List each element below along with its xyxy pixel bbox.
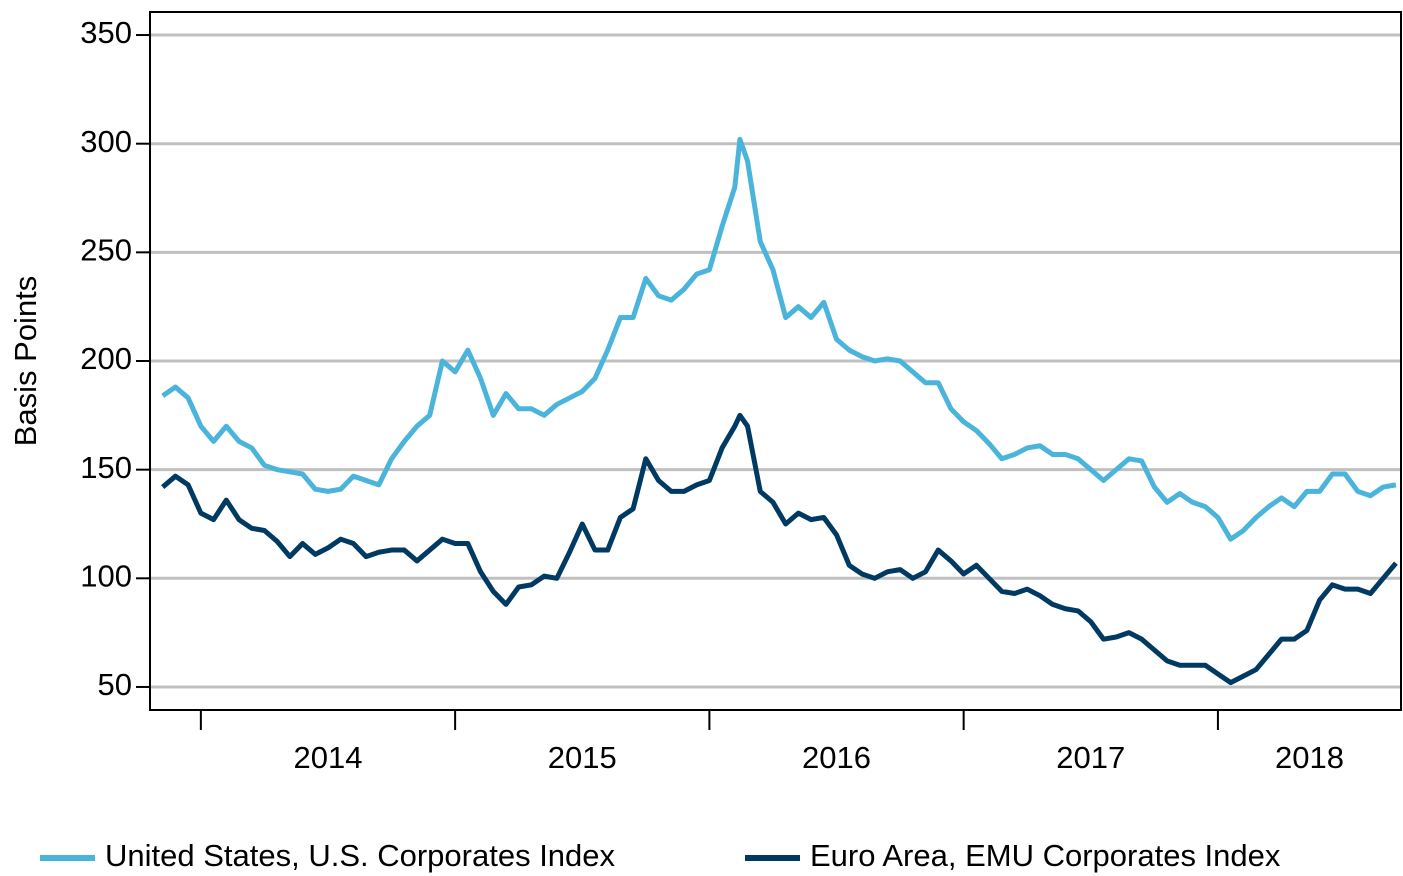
x-tick-label: 2018 [1275,740,1344,775]
legend-label: United States, U.S. Corporates Index [105,838,616,873]
y-tick-label: 200 [80,341,132,376]
y-tick-label: 250 [80,233,132,268]
y-tick-label: 300 [80,124,132,159]
series-line [161,412,1398,686]
x-tick-label: 2015 [548,740,617,775]
y-axis-label: Basis Points [8,276,43,447]
x-tick-label: 2014 [294,740,363,775]
y-tick-label: 50 [98,667,132,702]
x-tick-label: 2017 [1056,740,1125,775]
y-tick-label: 350 [80,15,132,50]
y-tick-label: 100 [80,558,132,593]
x-tick-label: 2016 [802,740,871,775]
plot-frame [149,11,1402,711]
legend-label: Euro Area, EMU Corporates Index [810,838,1281,873]
y-tick-label: 150 [80,450,132,485]
series-line [161,136,1397,542]
